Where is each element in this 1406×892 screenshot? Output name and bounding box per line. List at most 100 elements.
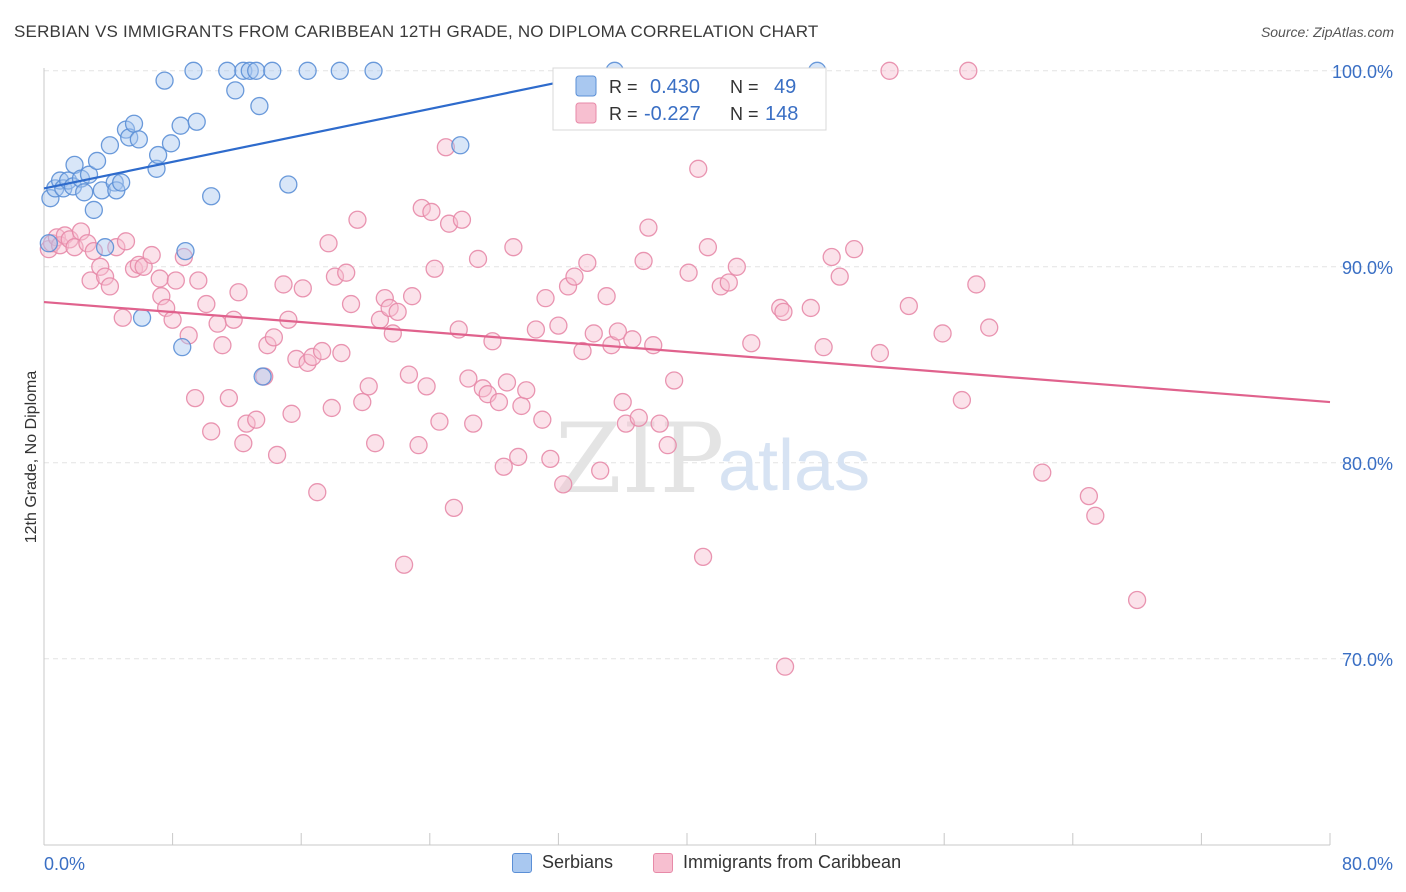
point-caribbean <box>399 365 419 384</box>
point-caribbean <box>179 326 198 345</box>
point-caribbean <box>650 414 669 433</box>
point-caribbean <box>208 314 227 333</box>
source-label: Source: ZipAtlas.com <box>1260 24 1394 40</box>
legend-bottom-swatch-serbians <box>512 852 532 873</box>
point-caribbean <box>383 324 402 343</box>
point-caribbean <box>573 341 592 361</box>
legend-r-label-serbians: R = <box>609 77 638 97</box>
point-caribbean <box>899 296 918 316</box>
point-caribbean <box>197 294 216 314</box>
point-serbians <box>226 81 245 100</box>
point-caribbean <box>679 263 698 282</box>
legend-swatch-caribbean <box>575 102 597 124</box>
point-caribbean <box>959 61 978 80</box>
point-caribbean <box>526 320 546 339</box>
point-caribbean <box>1033 463 1052 482</box>
point-caribbean <box>1086 506 1105 525</box>
point-serbians <box>263 61 282 80</box>
point-caribbean <box>234 434 253 453</box>
point-caribbean <box>425 259 444 278</box>
legend-item-caribbean: Immigrants from Caribbean <box>653 852 901 873</box>
point-caribbean <box>325 267 345 286</box>
point-caribbean <box>644 336 663 355</box>
point-caribbean <box>91 257 110 276</box>
point-caribbean <box>597 287 616 306</box>
legend-n-label-caribbean: N = <box>730 104 759 124</box>
point-caribbean <box>554 475 573 494</box>
point-caribbean <box>185 388 205 408</box>
point-caribbean <box>952 390 972 410</box>
point-caribbean <box>814 338 833 357</box>
point-serbians <box>253 367 272 386</box>
point-caribbean <box>113 308 132 327</box>
point-serbians <box>87 151 107 171</box>
point-caribbean <box>394 555 414 574</box>
point-serbians <box>247 61 266 80</box>
y-tick-label: 80.0% <box>1342 454 1393 474</box>
point-serbians <box>161 134 181 153</box>
point-caribbean <box>365 434 385 453</box>
point-caribbean <box>536 289 555 308</box>
point-caribbean <box>375 289 394 308</box>
point-caribbean <box>237 414 256 433</box>
y-tick-label: 90.0% <box>1342 258 1393 278</box>
trend-line-serbians <box>43 69 615 190</box>
point-caribbean <box>775 657 795 676</box>
point-caribbean <box>100 277 120 296</box>
y-tick-label: 100.0% <box>1332 62 1393 82</box>
legend-n-label-serbians: N = <box>730 77 759 97</box>
legend-bottom-label-serbians: Serbians <box>542 852 614 872</box>
point-caribbean <box>319 234 338 253</box>
point-caribbean <box>348 210 367 229</box>
point-caribbean <box>422 202 441 222</box>
y-tick-label: 70.0% <box>1342 650 1393 670</box>
point-caribbean <box>312 341 332 361</box>
point-caribbean <box>224 310 243 329</box>
legend-bottom-label-caribbean: Immigrants from Caribbean <box>683 852 902 872</box>
point-caribbean <box>341 294 361 314</box>
point-serbians <box>171 116 190 135</box>
point-caribbean <box>742 334 761 353</box>
gridlines <box>44 70 1392 660</box>
point-caribbean <box>282 404 301 423</box>
point-serbians <box>250 96 269 116</box>
point-caribbean <box>303 347 322 367</box>
point-caribbean <box>353 392 372 412</box>
x-tick-label-max: 80.0% <box>1342 854 1393 874</box>
point-caribbean <box>229 283 248 302</box>
point-caribbean <box>693 547 713 567</box>
point-caribbean <box>332 343 351 363</box>
point-caribbean <box>95 267 115 286</box>
point-caribbean <box>274 275 293 294</box>
point-caribbean <box>202 422 221 441</box>
series-serbians-points <box>39 61 827 386</box>
point-caribbean <box>409 436 428 455</box>
legend-r-value-serbians: 0.430 <box>650 76 700 98</box>
point-caribbean <box>152 287 171 306</box>
point-serbians <box>95 238 115 257</box>
point-caribbean <box>412 198 431 218</box>
point-caribbean <box>613 392 632 412</box>
point-caribbean <box>558 277 578 296</box>
point-serbians <box>100 136 120 155</box>
point-serbians <box>202 187 221 206</box>
point-caribbean <box>264 328 284 347</box>
point-caribbean <box>719 273 738 292</box>
point-serbians <box>155 71 174 90</box>
legend-n-value-caribbean: 148 <box>765 103 798 125</box>
point-caribbean <box>591 461 610 480</box>
watermark-atlas: atlas <box>718 426 870 506</box>
point-caribbean <box>71 222 91 241</box>
point-caribbean <box>549 316 568 335</box>
point-caribbean <box>578 253 597 273</box>
point-caribbean <box>444 498 464 518</box>
point-serbians <box>330 61 349 80</box>
point-caribbean <box>634 251 653 271</box>
point-caribbean <box>473 379 492 398</box>
point-caribbean <box>774 302 793 322</box>
legend-bottom: Serbians Immigrants from Caribbean <box>0 852 1406 878</box>
point-caribbean <box>664 371 684 390</box>
point-caribbean <box>468 249 488 269</box>
point-caribbean <box>483 332 502 351</box>
y-axis-label: 12th Grade, No Diploma <box>23 371 40 544</box>
